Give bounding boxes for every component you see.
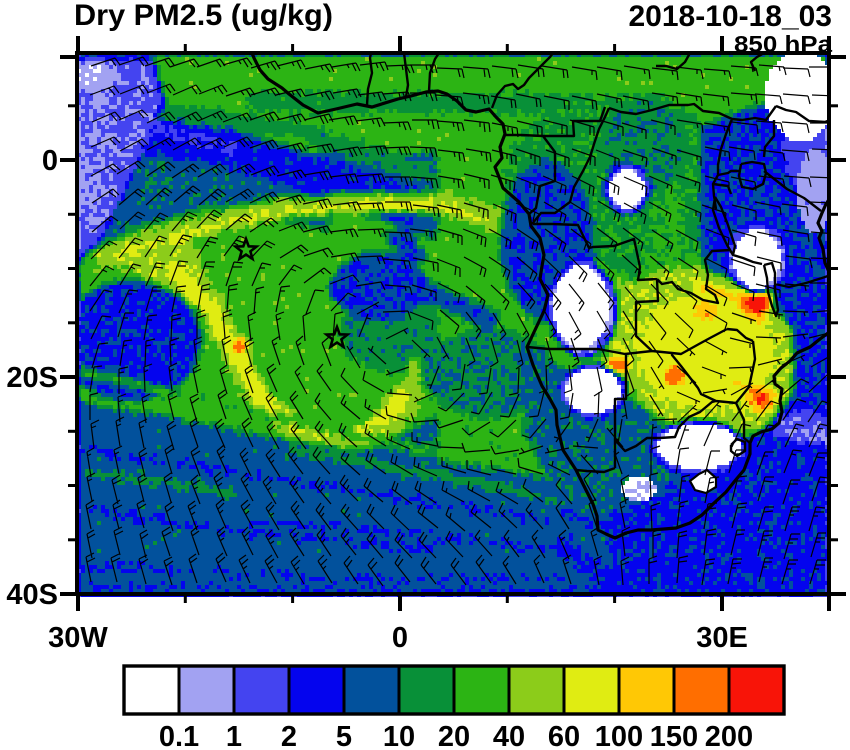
svg-text:20S: 20S (6, 362, 58, 394)
svg-text:150: 150 (650, 721, 698, 750)
svg-text:2: 2 (281, 721, 297, 750)
svg-text:2018-10-18_03: 2018-10-18_03 (628, 0, 832, 33)
svg-text:0: 0 (392, 622, 408, 654)
svg-text:100: 100 (595, 721, 643, 750)
svg-text:850 hPa: 850 hPa (734, 31, 832, 57)
svg-text:30W: 30W (48, 622, 108, 654)
svg-text:20: 20 (438, 721, 470, 750)
svg-text:30E: 30E (696, 622, 748, 654)
svg-text:0: 0 (42, 145, 58, 177)
svg-text:1: 1 (226, 721, 242, 750)
svg-text:200: 200 (705, 721, 753, 750)
svg-text:5: 5 (336, 721, 352, 750)
svg-text:0.1: 0.1 (159, 721, 199, 750)
svg-text:60: 60 (548, 721, 580, 750)
svg-text:Dry PM2.5 (ug/kg): Dry PM2.5 (ug/kg) (74, 0, 333, 32)
svg-text:10: 10 (383, 721, 415, 750)
svg-text:40S: 40S (6, 579, 58, 611)
svg-text:40: 40 (493, 721, 525, 750)
